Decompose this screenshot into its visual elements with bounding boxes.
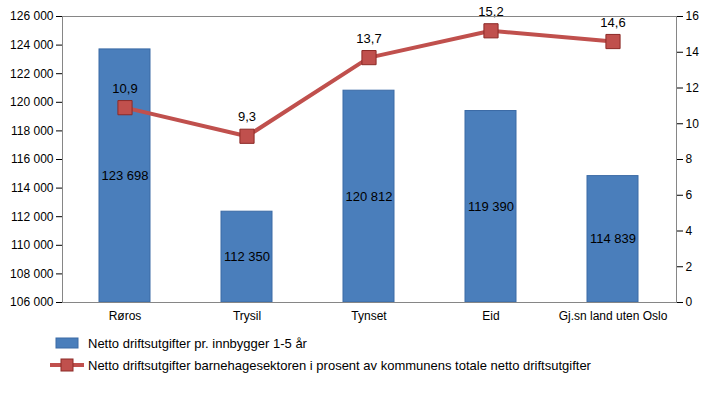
svg-text:14: 14: [686, 45, 700, 59]
svg-text:Tynset: Tynset: [351, 309, 387, 323]
svg-text:116 000: 116 000: [11, 152, 54, 166]
svg-text:9,3: 9,3: [238, 109, 256, 124]
svg-text:16: 16: [686, 9, 700, 23]
svg-text:10,9: 10,9: [112, 81, 137, 96]
svg-text:2: 2: [686, 260, 693, 274]
svg-text:Gj.sn land uten Oslo: Gj.sn land uten Oslo: [559, 309, 668, 323]
svg-text:15,2: 15,2: [478, 4, 504, 19]
svg-text:124 000: 124 000: [10, 38, 54, 52]
svg-text:122 000: 122 000: [10, 67, 54, 81]
svg-text:0: 0: [686, 295, 693, 309]
svg-text:112 000: 112 000: [11, 210, 54, 224]
svg-text:Trysil: Trysil: [233, 309, 261, 323]
svg-text:120 000: 120 000: [10, 95, 54, 109]
svg-text:14,6: 14,6: [600, 14, 626, 30]
svg-text:106 000: 106 000: [10, 295, 54, 309]
svg-text:8: 8: [686, 152, 693, 166]
svg-text:10: 10: [686, 117, 700, 131]
svg-text:12: 12: [686, 81, 700, 95]
svg-text:112 350: 112 350: [224, 249, 270, 264]
svg-text:123 698: 123 698: [102, 168, 149, 183]
svg-text:118 000: 118 000: [11, 124, 54, 138]
svg-text:Røros: Røros: [109, 309, 142, 323]
svg-text:6: 6: [686, 188, 693, 202]
svg-text:Eid: Eid: [482, 309, 499, 323]
html-text:Netto driftsutgifter pr. innby: Netto driftsutgifter pr. innbygger 1-5 å…: [88, 335, 307, 351]
svg-text:13,7: 13,7: [356, 31, 381, 46]
svg-text:114 839: 114 839: [590, 231, 636, 246]
svg-text:108 000: 108 000: [10, 267, 54, 281]
svg-text:4: 4: [686, 224, 693, 238]
svg-text:126 000: 126 000: [10, 9, 54, 23]
html-text:Netto driftsutgifter barnehage: Netto driftsutgifter barnehagesektoren i…: [88, 357, 591, 373]
svg-text:114 000: 114 000: [11, 181, 54, 195]
svg-text:120 812: 120 812: [346, 189, 393, 204]
svg-text:119 390: 119 390: [468, 199, 514, 214]
svg-text:110 000: 110 000: [11, 238, 54, 252]
